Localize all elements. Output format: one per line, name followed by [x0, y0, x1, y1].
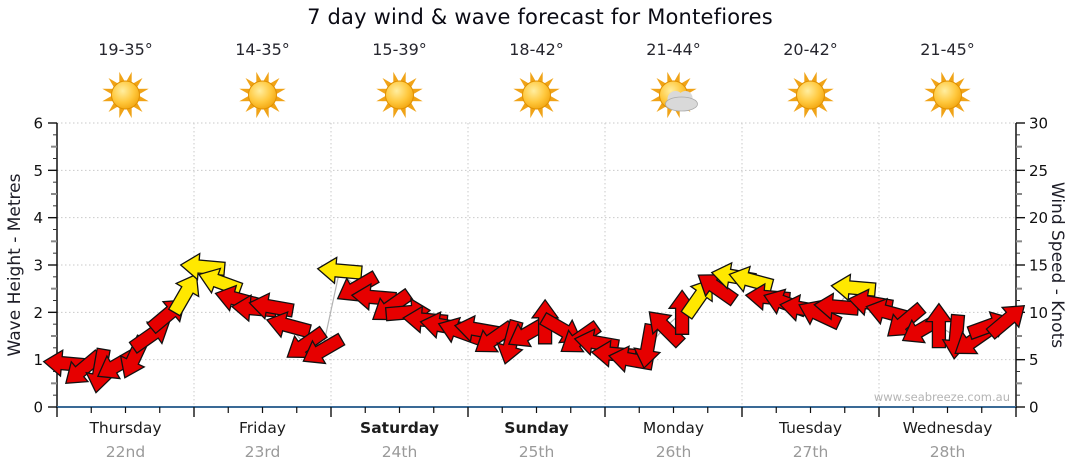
day-date-label: 26th: [655, 443, 692, 461]
temperature-range-label: 15-39°: [372, 40, 427, 59]
temperature-range-label: 20-42°: [783, 40, 838, 59]
wind-arrow: [265, 310, 312, 339]
right-tick-label: 30: [1029, 115, 1048, 133]
day-date-label: 23rd: [244, 443, 281, 461]
temperature-range-label: 18-42°: [509, 40, 564, 59]
day-date-label: 28th: [929, 443, 966, 461]
left-tick-label: 6: [33, 115, 43, 133]
wind-arrow: [64, 349, 105, 384]
left-tick-label: 3: [33, 257, 43, 275]
temperature-range-label: 14-35°: [235, 40, 290, 59]
wind-arrow: [633, 322, 662, 370]
left-tick-label: 0: [33, 399, 43, 417]
day-name-label: Wednesday: [902, 419, 993, 437]
day-name-label: Sunday: [504, 419, 569, 437]
wind-arrow: [886, 301, 927, 337]
temperature-range-label: 21-44°: [646, 40, 701, 59]
chart-title: 7 day wind & wave forecast for Montefior…: [307, 5, 773, 29]
day-name-label: Thursday: [89, 419, 162, 437]
sun-disc: [111, 80, 140, 110]
sun-disc: [796, 80, 825, 110]
day-name-label: Friday: [239, 419, 286, 437]
day-date-label: 22nd: [105, 443, 146, 461]
sun-icon: [924, 71, 971, 119]
left-tick-label: 4: [33, 209, 43, 227]
sun-disc: [933, 80, 962, 110]
left-tick-label: 2: [33, 304, 43, 322]
left-tick-label: 5: [33, 162, 43, 180]
wind-arrow: [167, 273, 200, 317]
day-name-label: Tuesday: [778, 419, 843, 437]
temperature-range-label: 19-35°: [98, 40, 153, 59]
cloud-overlay: [665, 91, 698, 112]
right-tick-label: 20: [1029, 209, 1048, 227]
wind-arrow: [248, 292, 295, 321]
right-tick-label: 25: [1029, 162, 1048, 180]
wind-arrow: [985, 305, 1026, 340]
sun-icon: [102, 71, 149, 119]
sun-icon: [376, 71, 423, 119]
day-date-label: 27th: [792, 443, 829, 461]
watermark: www.seabreeze.com.au: [873, 390, 1010, 404]
right-tick-label: 10: [1029, 304, 1048, 322]
right-tick-label: 15: [1029, 257, 1048, 275]
day-name-label: Monday: [642, 419, 705, 437]
wind-arrow: [648, 311, 686, 349]
wind-arrow: [474, 319, 517, 353]
day-date-label: 24th: [381, 443, 418, 461]
sun-icon: [239, 71, 286, 119]
right-tick-label: 5: [1029, 351, 1039, 369]
sun-icon: [513, 71, 560, 119]
wind-arrow: [697, 274, 739, 307]
wind-arrow: [798, 299, 843, 331]
sun-disc: [248, 80, 277, 110]
sun-disc: [385, 80, 414, 110]
wind-arrow: [302, 332, 346, 365]
temperature-range-label: 21-45°: [920, 40, 975, 59]
left-tick-label: 1: [33, 351, 43, 369]
right-tick-label: 0: [1029, 399, 1039, 417]
sun-icon: [787, 71, 834, 119]
day-date-label: 25th: [518, 443, 555, 461]
wind-arrow: [316, 256, 363, 285]
sun-disc: [522, 80, 551, 110]
sun-cloud-icon: [650, 71, 698, 119]
day-name-label: Saturday: [360, 419, 439, 437]
